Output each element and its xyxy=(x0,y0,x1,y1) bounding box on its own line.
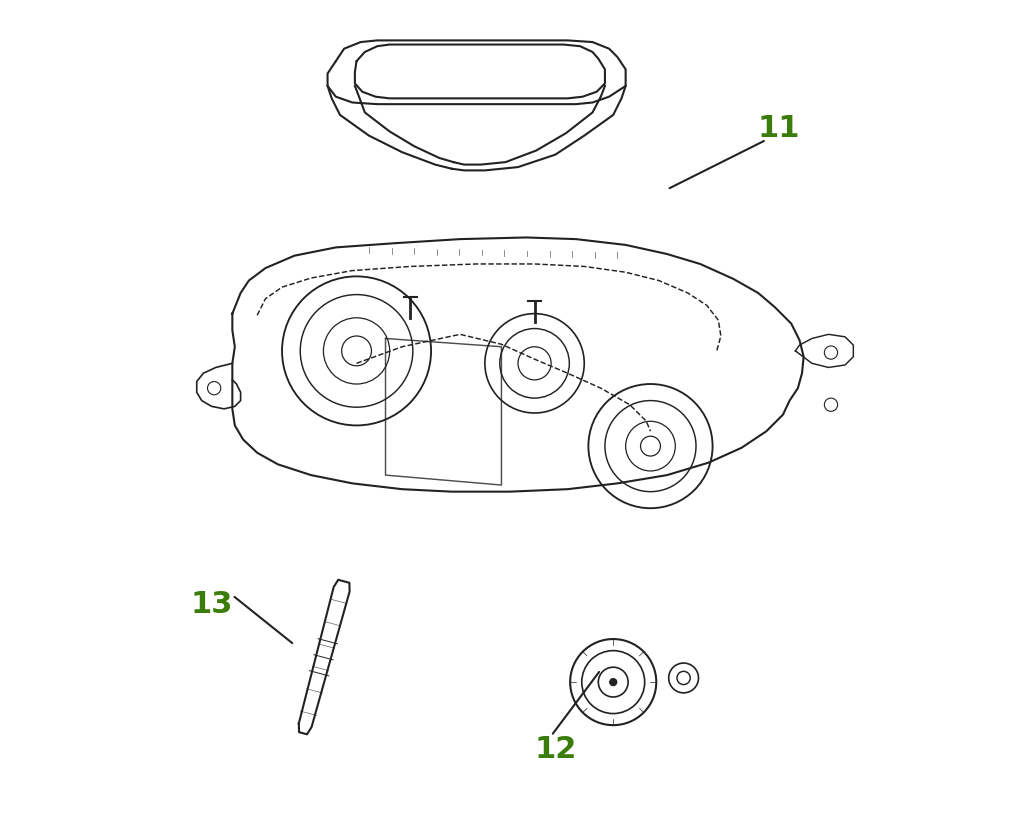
Text: 11: 11 xyxy=(757,113,800,143)
Text: 12: 12 xyxy=(535,734,576,763)
Text: 13: 13 xyxy=(191,589,233,619)
Circle shape xyxy=(609,678,617,686)
